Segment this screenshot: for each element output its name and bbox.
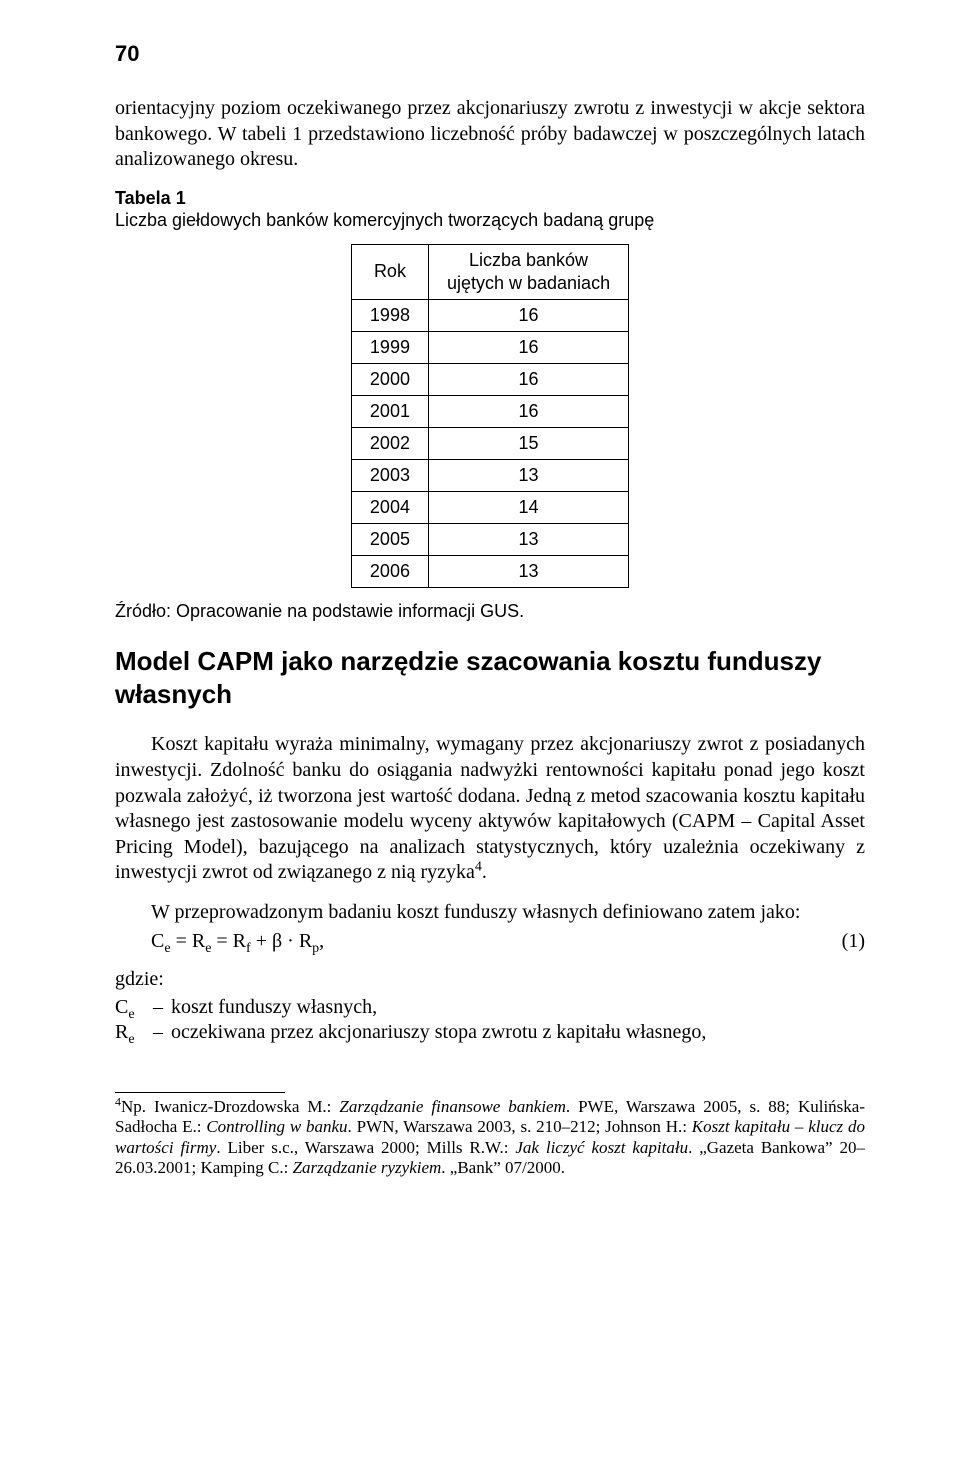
section-heading: Model CAPM jako narzędzie szacowania kos… [115,645,865,710]
definition-item: Ce – koszt funduszy własnych, [115,995,865,1021]
definition-symbol: Ce [115,995,153,1021]
table-header-count-line2: ujętych w badaniach [447,273,610,293]
cell-year: 2001 [351,396,428,428]
table-row: 200414 [351,492,628,524]
cell-year: 2002 [351,428,428,460]
table-row: 200313 [351,460,628,492]
intro-paragraph: orientacyjny poziom oczekiwanego przez a… [115,96,865,173]
table-source: Źródło: Opracowanie na podstawie informa… [115,600,865,623]
cell-year: 2003 [351,460,428,492]
table-row: 200613 [351,556,628,588]
table-row: 199816 [351,300,628,332]
table-row: 200513 [351,524,628,556]
body-p1-post: . [482,861,487,883]
cell-year: 2004 [351,492,428,524]
cell-count: 13 [428,556,628,588]
page-number: 70 [115,40,865,68]
table-row: 200016 [351,364,628,396]
body-paragraph-2: W przeprowadzonym badaniu koszt funduszy… [115,900,865,926]
cell-year: 1998 [351,300,428,332]
definitions-intro: gdzie: [115,967,865,993]
body-p2-text: W przeprowadzonym badaniu koszt funduszy… [151,901,800,923]
table-header-count-line1: Liczba banków [469,250,588,270]
definitions-list: Ce – koszt funduszy własnych, Re – oczek… [115,995,865,1046]
cell-count: 16 [428,332,628,364]
table-row: 199916 [351,332,628,364]
cell-count: 14 [428,492,628,524]
table-caption-label: Tabela 1 [115,188,186,208]
table-caption-text: Liczba giełdowych banków komercyjnych tw… [115,210,654,230]
cell-count: 13 [428,524,628,556]
intro-text: orientacyjny poziom oczekiwanego przez a… [115,97,865,170]
definition-item: Re – oczekiwana przez akcjonariuszy stop… [115,1020,865,1046]
table-header-count: Liczba banków ujętych w badaniach [428,244,628,299]
footnote-ref-4: 4 [475,860,482,875]
definition-dash: – [153,1020,171,1046]
footnote-text: Np. Iwanicz-Drozdowska M.: Zarządzanie f… [115,1097,865,1177]
footnote-separator [115,1092,285,1093]
table-header-year: Rok [351,244,428,299]
table-row: 200116 [351,396,628,428]
cell-year: 2005 [351,524,428,556]
equation-number: (1) [842,929,865,955]
equation-1: Ce = Re = Rf + β · Rp, (1) [115,929,865,955]
cell-count: 16 [428,300,628,332]
table-caption: Tabela 1 Liczba giełdowych banków komerc… [115,187,865,232]
cell-year: 2000 [351,364,428,396]
equation-expression: Ce = Re = Rf + β · Rp, [115,929,324,955]
cell-count: 15 [428,428,628,460]
body-p1-pre: Koszt kapitału wyraża minimalny, wymagan… [115,733,865,883]
data-table: Rok Liczba banków ujętych w badaniach 19… [351,244,629,588]
table-row: 200215 [351,428,628,460]
cell-year: 2006 [351,556,428,588]
table-header-row: Rok Liczba banków ujętych w badaniach [351,244,628,299]
definition-dash: – [153,995,171,1021]
cell-year: 1999 [351,332,428,364]
cell-count: 13 [428,460,628,492]
footnote-4: 4Np. Iwanicz-Drozdowska M.: Zarządzanie … [115,1097,865,1179]
cell-count: 16 [428,396,628,428]
definition-text: oczekiwana przez akcjonariuszy stopa zwr… [171,1020,706,1046]
definition-text: koszt funduszy własnych, [171,995,377,1021]
cell-count: 16 [428,364,628,396]
body-paragraph-1: Koszt kapitału wyraża minimalny, wymagan… [115,732,865,886]
definition-symbol: Re [115,1020,153,1046]
